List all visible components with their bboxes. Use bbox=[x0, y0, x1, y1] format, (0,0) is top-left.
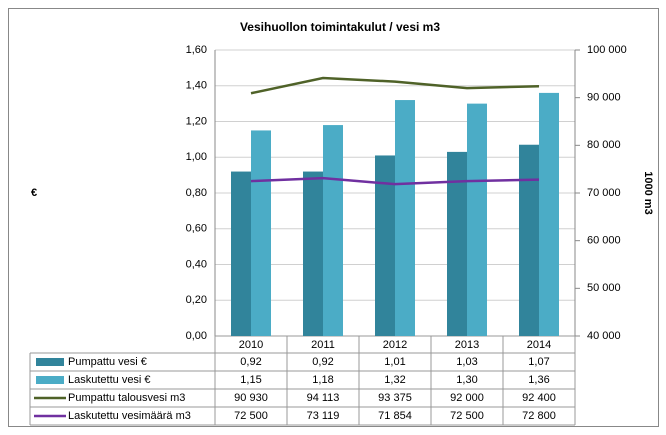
y2-tick-label: 40 000 bbox=[587, 330, 621, 342]
table-value: 1,07 bbox=[528, 356, 549, 368]
table-value: 1,15 bbox=[240, 374, 261, 386]
table-value: 71 854 bbox=[378, 410, 412, 422]
y2-tick-label: 60 000 bbox=[587, 235, 621, 247]
x-tick-label: 2014 bbox=[527, 339, 551, 351]
bar bbox=[519, 144, 539, 336]
table-value: 0,92 bbox=[312, 356, 333, 368]
y2-tick-label: 70 000 bbox=[587, 187, 621, 199]
table-value: 1,03 bbox=[456, 356, 477, 368]
legend-label: Laskutettu vesi € bbox=[68, 374, 151, 386]
y2-tick-label: 50 000 bbox=[587, 282, 621, 294]
y-tick-label: 1,60 bbox=[186, 44, 207, 56]
legend-key bbox=[36, 376, 64, 384]
y2-tick-label: 100 000 bbox=[587, 44, 627, 56]
x-tick-label: 2012 bbox=[383, 339, 407, 351]
y-tick-label: 0,60 bbox=[186, 223, 207, 235]
table-value: 94 113 bbox=[307, 392, 340, 404]
x-tick-label: 2013 bbox=[455, 339, 479, 351]
y2-tick-label: 90 000 bbox=[587, 92, 621, 104]
legend-key bbox=[36, 358, 64, 366]
bar bbox=[375, 155, 395, 336]
table-value: 1,01 bbox=[384, 356, 405, 368]
table-value: 73 119 bbox=[307, 410, 340, 422]
y2-axis-label: 1000 m3 bbox=[642, 171, 654, 214]
bar bbox=[395, 100, 415, 336]
y2-tick-label: 80 000 bbox=[587, 139, 621, 151]
bar bbox=[539, 92, 559, 337]
y-tick-label: 0,40 bbox=[186, 258, 207, 270]
y-tick-label: 1,40 bbox=[186, 80, 207, 92]
legend-label: Laskutettu vesimäärä m3 bbox=[68, 410, 191, 422]
line bbox=[250, 76, 540, 95]
table-value: 72 500 bbox=[234, 410, 268, 422]
x-tick-label: 2011 bbox=[311, 339, 335, 351]
bar bbox=[231, 171, 251, 336]
y-axis-label: € bbox=[31, 187, 37, 199]
bar bbox=[467, 103, 487, 336]
table-value: 0,92 bbox=[240, 356, 261, 368]
table-value: 92 000 bbox=[450, 392, 484, 404]
table-value: 1,18 bbox=[312, 374, 333, 386]
bar bbox=[447, 151, 467, 336]
y-tick-label: 0,00 bbox=[186, 330, 207, 342]
y-tick-label: 0,20 bbox=[186, 294, 207, 306]
x-tick-label: 2010 bbox=[239, 339, 263, 351]
table-value: 90 930 bbox=[234, 392, 268, 404]
table-value: 1,32 bbox=[384, 374, 405, 386]
bar bbox=[251, 130, 271, 336]
table-value: 72 800 bbox=[522, 410, 556, 422]
bar bbox=[323, 125, 343, 336]
y-tick-label: 0,80 bbox=[186, 187, 207, 199]
table-value: 72 500 bbox=[450, 410, 484, 422]
table-value: 1,30 bbox=[456, 374, 477, 386]
chart-title: Vesihuollon toimintakulut / vesi m3 bbox=[240, 20, 440, 34]
legend-label: Pumpattu talousvesi m3 bbox=[68, 392, 185, 404]
legend-label: Pumpattu vesi € bbox=[68, 356, 147, 368]
y-tick-label: 1,00 bbox=[186, 151, 207, 163]
line bbox=[250, 176, 540, 186]
y-tick-label: 1,20 bbox=[186, 115, 207, 127]
table-value: 92 400 bbox=[522, 392, 556, 404]
bar bbox=[303, 171, 323, 336]
table-value: 1,36 bbox=[528, 374, 549, 386]
table-value: 93 375 bbox=[378, 392, 412, 404]
